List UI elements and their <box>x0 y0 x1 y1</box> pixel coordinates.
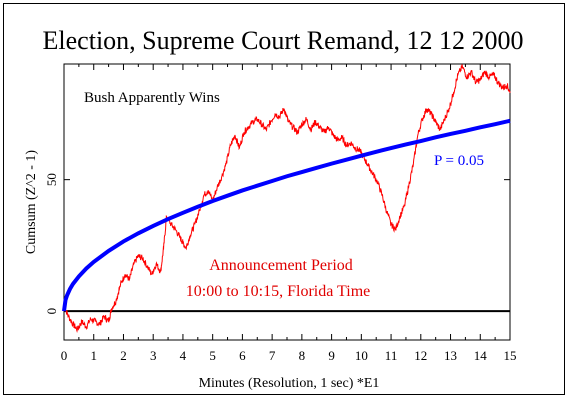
x-tick-label: 2 <box>120 348 127 363</box>
y-axis-tick-labels: 0 50 <box>44 173 59 314</box>
x-tick-label: 13 <box>444 348 457 363</box>
y-tick-label: 50 <box>44 173 59 186</box>
x-axis-tick-labels: 0 1 2 3 4 5 6 7 8 9 10 11 12 13 14 15 <box>61 348 517 363</box>
p-005-envelope-line <box>62 118 511 312</box>
annotation-p-value: P = 0.05 <box>434 153 484 169</box>
x-tick-label: 12 <box>414 348 427 363</box>
x-tick-label: 15 <box>504 348 517 363</box>
chart: Election, Supreme Court Remand, 12 12 20… <box>24 26 524 391</box>
x-tick-label: 7 <box>269 348 276 363</box>
x-tick-label: 8 <box>299 348 306 363</box>
x-tick-label: 1 <box>90 348 97 363</box>
x-axis-ticks <box>63 64 511 340</box>
x-tick-label: 11 <box>385 348 398 363</box>
cumsum-series-line <box>63 64 511 334</box>
x-tick-label: 3 <box>150 348 157 363</box>
annotation-announcement-period: Announcement Period <box>209 257 353 274</box>
x-tick-label: 4 <box>180 348 187 363</box>
x-tick-label: 5 <box>209 348 216 363</box>
x-tick-label: 14 <box>474 348 488 363</box>
chart-frame: Election, Supreme Court Remand, 12 12 20… <box>3 3 565 395</box>
y-axis-label: Cumsum (Z^2 - 1) <box>24 150 39 255</box>
y-tick-label: 0 <box>44 308 59 315</box>
annotation-bush-apparently-wins: Bush Apparently Wins <box>84 90 220 106</box>
x-axis-label: Minutes (Resolution, 1 sec) *E1 <box>199 376 380 391</box>
chart-title: Election, Supreme Court Remand, 12 12 20… <box>43 26 524 55</box>
x-tick-label: 0 <box>61 348 68 363</box>
x-tick-label: 6 <box>239 348 246 363</box>
annotation-florida-time: 10:00 to 10:15, Florida Time <box>186 283 370 300</box>
x-tick-label: 9 <box>328 348 335 363</box>
x-tick-label: 10 <box>355 348 368 363</box>
